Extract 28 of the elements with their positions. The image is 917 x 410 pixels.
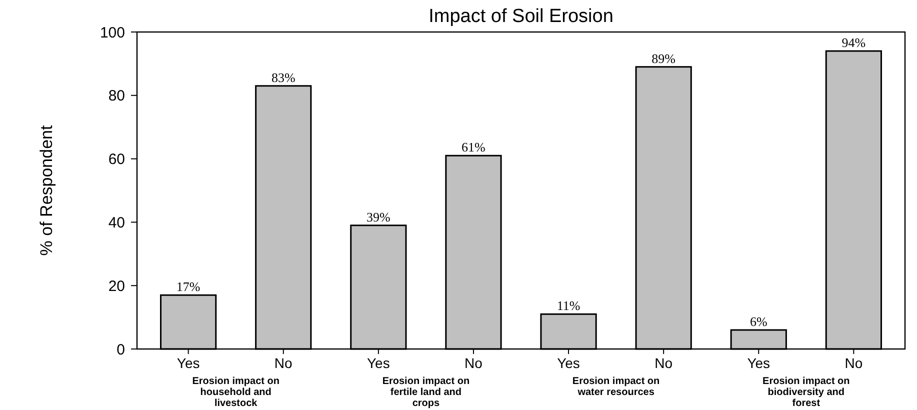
data-label: 17%: [176, 279, 200, 294]
y-tick-label: 0: [116, 341, 125, 358]
text: Erosion impact on household and livestock: [192, 376, 280, 409]
y-axis-title: % of Respondent: [37, 125, 56, 256]
data-label: 83%: [271, 70, 296, 85]
data-label: 6%: [750, 314, 768, 329]
x-tick-label: No: [464, 355, 483, 371]
y-tick-label: 40: [108, 214, 125, 232]
x-tick-label: Yes: [747, 355, 770, 371]
x-tick-label: Yes: [176, 355, 200, 371]
x-tick-label: No: [274, 355, 293, 371]
y-tick-label: 60: [108, 151, 125, 168]
data-label: 61%: [462, 140, 486, 155]
text: Erosion impact on biodiversity and forest: [762, 376, 850, 409]
data-label: 94%: [842, 35, 866, 50]
data-label: 39%: [366, 209, 391, 224]
chart-title: Impact of Soil Erosion: [428, 6, 614, 27]
x-tick-label: Yes: [557, 355, 580, 371]
text: Erosion impact on water resources: [572, 376, 660, 398]
y-tick-label: 100: [100, 24, 125, 42]
y-tick-label: 20: [108, 278, 125, 295]
text: Erosion impact on fertile land and crops: [382, 376, 470, 409]
data-label: 89%: [652, 50, 676, 66]
x-tick-label: No: [844, 355, 863, 371]
x-tick-label: Yes: [367, 355, 390, 371]
x-tick-label: No: [654, 355, 673, 371]
data-label: 11%: [556, 298, 580, 314]
y-tick-label: 80: [108, 88, 125, 105]
